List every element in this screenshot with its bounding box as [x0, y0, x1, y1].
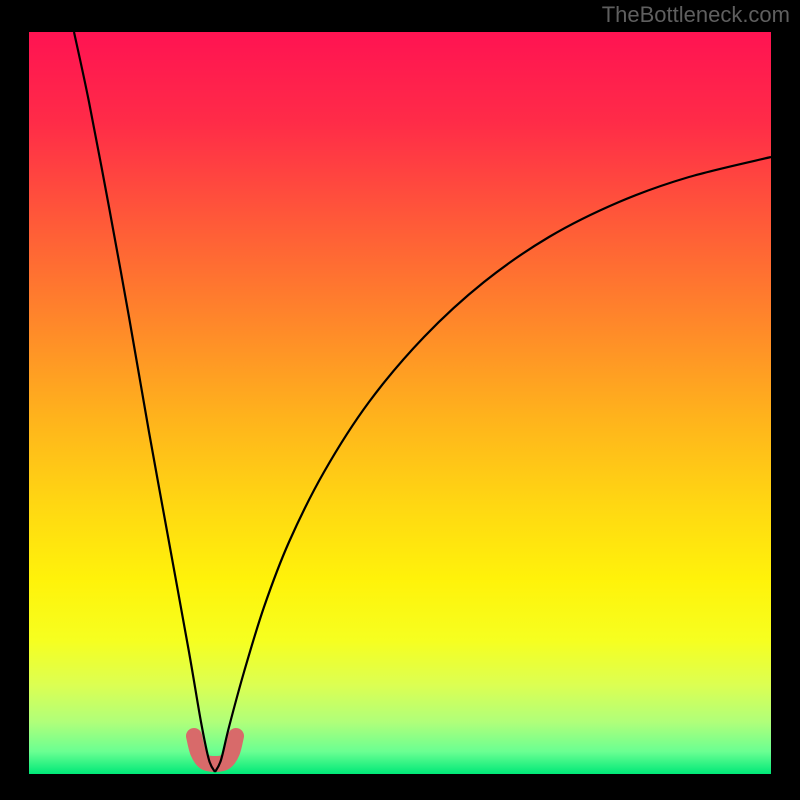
plot-area: [29, 32, 771, 774]
valley-marker: [194, 736, 236, 764]
curve-svg: [29, 32, 771, 774]
watermark-text: TheBottleneck.com: [602, 2, 790, 28]
root-container: TheBottleneck.com: [0, 0, 800, 800]
left-branch-curve: [74, 32, 215, 772]
right-branch-curve: [215, 157, 771, 772]
